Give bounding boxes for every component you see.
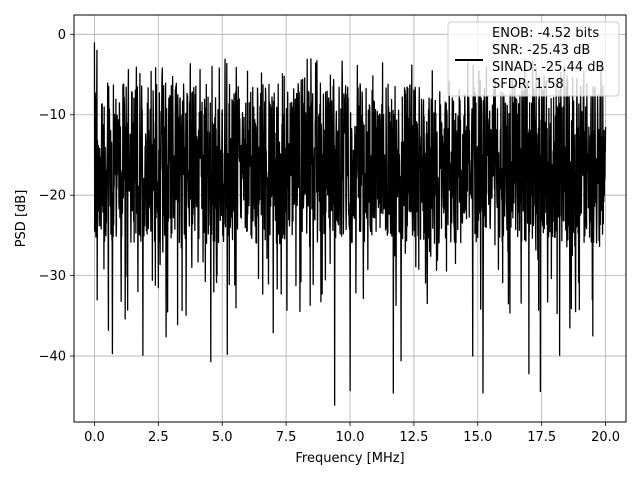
y-tick-label: −10 xyxy=(39,108,66,123)
legend-line-snr: SNR: -25.43 dB xyxy=(492,43,590,58)
x-tick-label: 20.0 xyxy=(591,430,620,445)
data-series-layer xyxy=(93,42,607,406)
legend-box xyxy=(447,21,620,97)
y-tick-label: 0 xyxy=(58,28,66,43)
x-tick-label: 2.5 xyxy=(148,430,169,445)
legend-line-enob: ENOB: -4.52 bits xyxy=(492,26,599,41)
legend: ENOB: -4.52 bits SNR: -25.43 dB SINAD: -… xyxy=(447,21,620,97)
x-tick-label: 10.0 xyxy=(336,430,365,445)
legend-line-sinad: SINAD: -25.44 dB xyxy=(492,60,604,75)
x-tick-label: 17.5 xyxy=(527,430,556,445)
x-tick-label: 12.5 xyxy=(399,430,428,445)
x-tick-label: 5.0 xyxy=(212,430,233,445)
x-tick-label: 0.0 xyxy=(84,430,105,445)
x-axis-label: Frequency [MHz] xyxy=(295,451,404,466)
legend-line-sfdr: SFDR: 1.58 xyxy=(492,77,564,92)
y-tick-label: −30 xyxy=(39,269,66,284)
y-tick-label: −20 xyxy=(39,189,66,204)
axis-ticks: 0.0 2.5 5.0 7.5 10.0 12.5 15.0 17.5 20.0 0 −10 −20 −… xyxy=(39,28,620,445)
x-tick-label: 15.0 xyxy=(463,430,492,445)
psd-series-line xyxy=(93,42,607,406)
y-axis-label: PSD [dB] xyxy=(14,190,29,248)
y-tick-label: −40 xyxy=(39,350,66,365)
x-tick-label: 7.5 xyxy=(276,430,297,445)
